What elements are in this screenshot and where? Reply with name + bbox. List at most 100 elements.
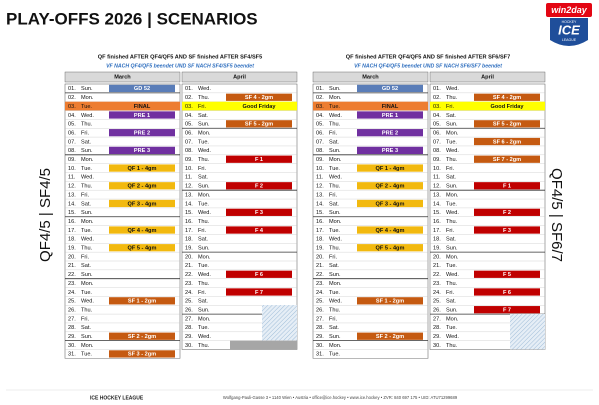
row-date: 22. [433,272,441,278]
row-date: 19. [433,246,441,252]
row-day: Tue. [446,325,457,331]
row-day: Thu. [81,246,93,252]
grey-bar [230,340,297,350]
row-date: 01. [433,86,441,92]
row-date: 03. [316,104,324,110]
row-day: Sun. [198,122,210,128]
row-date: 21. [185,263,193,269]
event-cell [226,226,292,234]
row-day: Sun. [329,272,341,278]
row-day: Sun. [81,148,93,154]
event-cell [109,332,175,340]
row-date: 16. [185,219,193,225]
row-date: 25. [185,299,193,305]
event-label: F 6 [503,290,511,296]
row-day: Thu. [198,157,210,163]
row-day: Tue. [198,325,209,331]
month-name: March [114,75,131,81]
event-label: Good Friday [491,104,525,110]
row-day: Fri. [329,254,338,260]
row-day: Sat. [329,139,339,145]
event-label: PRE 2 [134,130,150,136]
event-label: F 7 [255,290,263,296]
row-day: Wed. [329,113,342,119]
row-day: Wed. [198,272,211,278]
row-date: 19. [316,246,324,252]
row-day: Mon. [198,192,211,198]
row-date: 13. [316,192,324,198]
row-date: 18. [68,237,76,243]
row-date: 22. [185,272,193,278]
row-day: Sun. [329,334,341,340]
row-date: 20. [316,254,324,260]
row-day: Fri. [446,228,455,234]
event-cell [226,155,292,163]
page-title: PLAY-OFFS 2026 | SCENARIOS [6,9,258,28]
logo-bottom: LEAGUE [562,38,577,42]
row-day: Fri. [329,130,338,136]
row-day: Sat. [198,113,208,119]
row-highlight [313,101,428,111]
row-date: 16. [433,219,441,225]
panel-subheader: VF NACH QF4/QF5 beendet UND SF NACH SF4/… [106,63,254,69]
row-date: 03. [185,104,193,110]
row-day: Tue. [329,228,340,234]
event-label: PRE 2 [382,130,398,136]
row-day: Sun. [446,307,458,313]
row-date: 17. [316,228,324,234]
row-date: 04. [185,113,193,119]
event-cell [357,111,423,119]
row-day: Sun. [329,148,341,154]
row-day: Fri. [446,166,455,172]
row-date: 16. [316,219,324,225]
row-date: 01. [68,86,76,92]
row-date: 07. [185,139,193,145]
row-date: 27. [316,316,324,322]
row-day: Wed. [329,175,342,181]
row-day: Sun. [81,334,93,340]
row-date: 09. [316,157,324,163]
row-date: 30. [316,343,324,349]
row-date: 27. [68,316,76,322]
row-date: 06. [68,130,76,136]
event-label: QF 3 - 4gm [376,201,405,207]
row-date: 04. [316,113,324,119]
event-cell [357,164,423,172]
row-day: Thu. [81,122,93,128]
event-cell [357,244,423,252]
row-date: 29. [185,334,193,340]
event-label: QF 5 - 4gm [128,246,157,252]
row-date: 31. [316,352,324,358]
event-label: QF 1 - 4gm [128,166,157,172]
row-day: Thu. [198,95,210,101]
row-day: Mon. [329,95,342,101]
row-date: 08. [433,148,441,154]
row-day: Mon. [446,254,459,260]
event-cell [109,164,175,172]
event-label: F 2 [255,184,263,190]
row-day: Thu. [329,122,341,128]
event-label: SF 2 - 2gm [376,334,404,340]
row-day: Mon. [81,343,94,349]
row-date: 30. [68,343,76,349]
row-date: 15. [316,210,324,216]
hatched-area [510,314,545,350]
row-day: Sun. [446,122,458,128]
event-label: SF 5 - 2gm [493,122,521,128]
row-date: 09. [433,157,441,163]
row-date: 24. [185,290,193,296]
row-date: 11. [185,175,193,181]
row-day: Wed. [446,334,459,340]
row-date: 06. [185,130,193,136]
row-day: Mon. [329,343,342,349]
footer-address: Wolfgang-Pauli-Gasse 3 • 1140 Wien • Aus… [223,395,458,400]
row-date: 05. [185,122,193,128]
row-day: Sun. [81,86,93,92]
row-date: 16. [68,219,76,225]
row-day: Wed. [329,237,342,243]
row-date: 07. [316,139,324,145]
event-label: QF 4 - 4gm [376,228,405,234]
row-day: Tue. [329,290,340,296]
event-label: QF 1 - 4gm [376,166,405,172]
row-highlight [182,101,297,111]
